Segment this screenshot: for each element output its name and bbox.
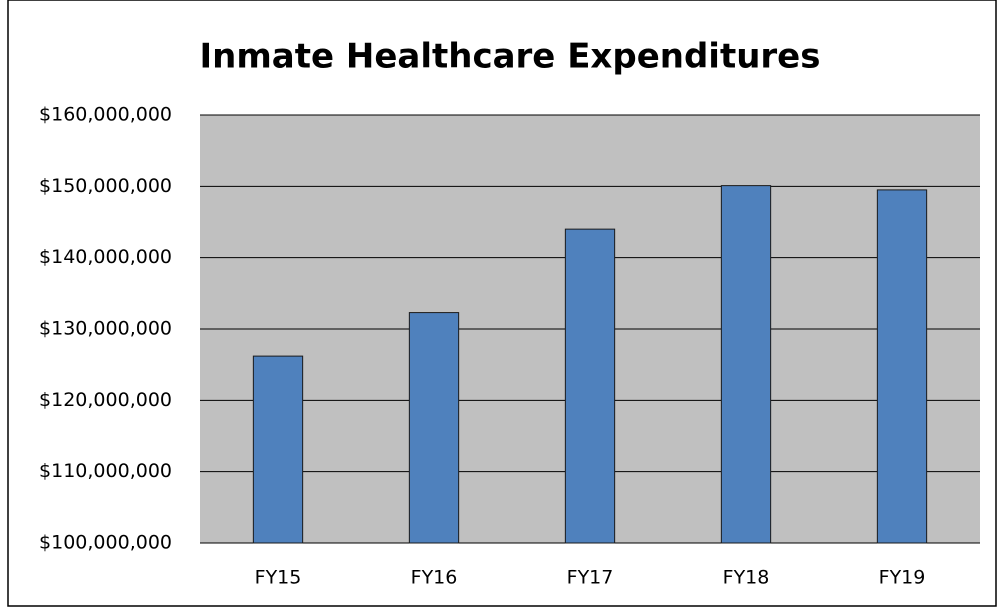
y-tick-label: $110,000,000 bbox=[39, 460, 172, 482]
bar bbox=[252, 355, 304, 544]
y-tick-label: $100,000,000 bbox=[39, 532, 172, 554]
bar bbox=[564, 228, 616, 544]
bar bbox=[720, 185, 772, 544]
x-tick-label: FY17 bbox=[567, 567, 614, 589]
chart-title: Inmate Healthcare Expenditures bbox=[200, 37, 821, 77]
y-tick-label: $130,000,000 bbox=[39, 318, 172, 340]
y-tick-label: $160,000,000 bbox=[39, 104, 172, 126]
x-tick-label: FY15 bbox=[255, 567, 302, 589]
x-tick-label: FY19 bbox=[879, 567, 926, 589]
bar bbox=[876, 189, 928, 544]
x-tick-label: FY16 bbox=[411, 567, 458, 589]
x-tick-label: FY18 bbox=[723, 567, 770, 589]
bar bbox=[408, 312, 460, 544]
y-tick-label: $150,000,000 bbox=[39, 175, 172, 197]
y-tick-label: $120,000,000 bbox=[39, 389, 172, 411]
y-tick-label: $140,000,000 bbox=[39, 246, 172, 268]
